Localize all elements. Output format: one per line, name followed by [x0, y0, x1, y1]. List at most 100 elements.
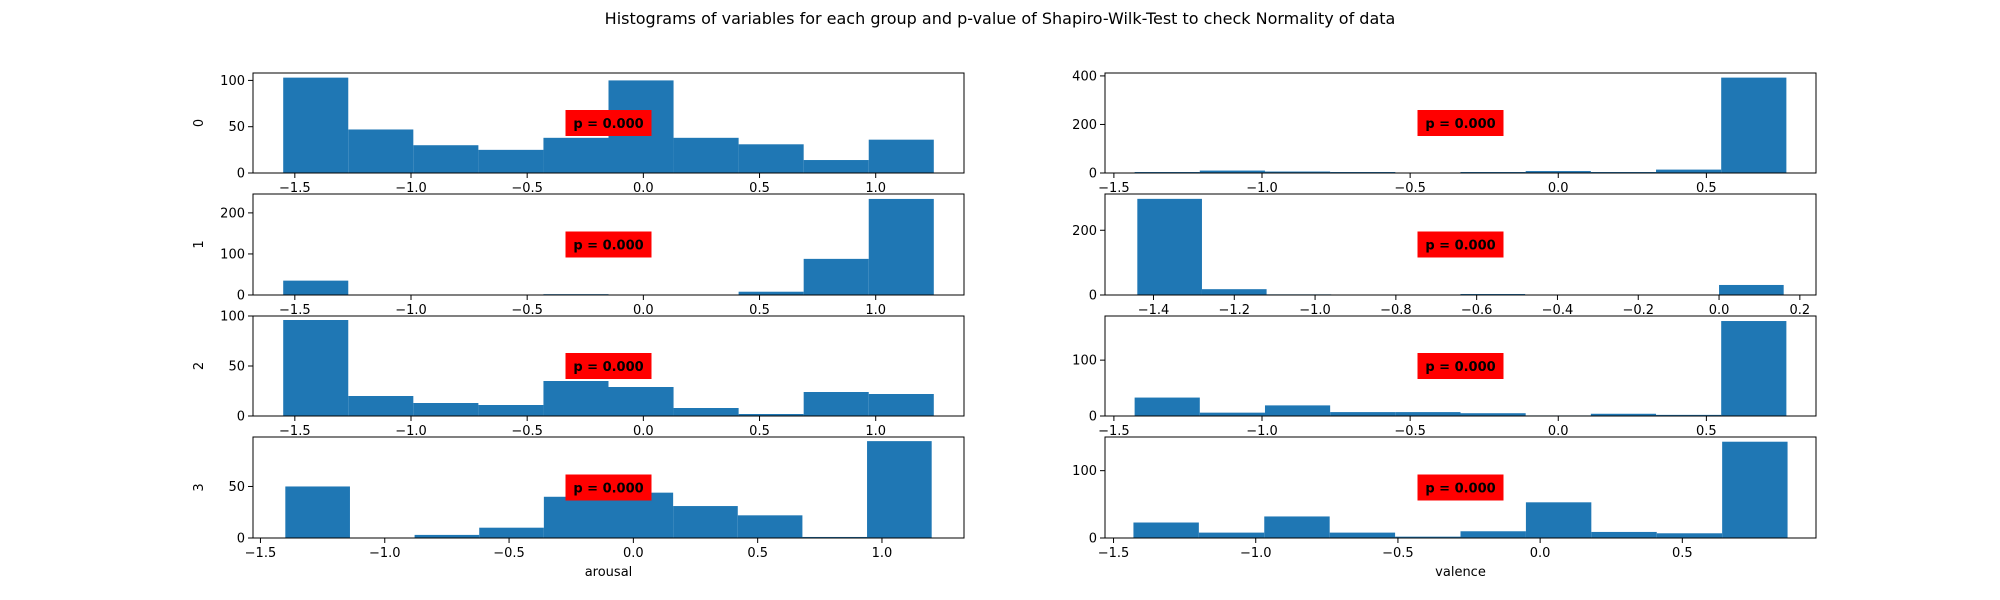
- histogram-bar: [867, 441, 932, 538]
- histogram-bar: [543, 137, 609, 173]
- histogram-bar: [738, 414, 804, 416]
- y-tick-label: 50: [228, 120, 245, 135]
- histogram-bar: [1199, 412, 1265, 416]
- histogram-bar: [803, 392, 869, 416]
- y-tick-label: 400: [1072, 69, 1097, 84]
- x-tick-label: −0.5: [1382, 546, 1414, 561]
- x-tick-label: −0.8: [1380, 303, 1412, 318]
- subplot-0-1: −1.5 −1.0 −0.5 0.0 0.5 0 200 400 p = 0.000: [1072, 69, 1817, 196]
- histogram-bar: [1525, 502, 1592, 538]
- histogram-bar: [1590, 413, 1657, 416]
- x-tick-label: −1.0: [395, 303, 427, 318]
- p-value-label: p = 0.000: [1425, 482, 1495, 497]
- x-tick-label: 0.0: [633, 303, 654, 318]
- subplot-1-0: −1.5 −1.0 −0.5 0.0 0.5 1.0 0 100 200 1 p = 0.000: [192, 193, 965, 318]
- subplot-2-1: −1.5 −1.0 −0.5 0.0 0.5 0 100 p = 0.000: [1072, 315, 1817, 439]
- axes-frame: [1104, 72, 1817, 174]
- histogram-bar: [1201, 289, 1267, 295]
- y-tick-label: 100: [220, 247, 245, 262]
- histogram-bar: [1395, 536, 1461, 538]
- x-tick-label: −1.0: [1246, 424, 1278, 439]
- x-axis-label: valence: [1435, 565, 1486, 580]
- y-tick-label: 0: [1089, 410, 1097, 425]
- histogram-bar: [1460, 531, 1526, 538]
- x-axis-label: arousal: [585, 565, 633, 580]
- p-value-box: [1417, 353, 1504, 379]
- histogram-bar: [1199, 170, 1265, 173]
- histogram-bar: [1722, 441, 1788, 538]
- p-value-box: [565, 474, 652, 501]
- x-tick-label: −0.2: [1622, 303, 1654, 318]
- histogram-bar: [1198, 532, 1265, 538]
- histogram-bar: [1264, 516, 1330, 538]
- p-value-label: p = 0.000: [1425, 239, 1495, 254]
- histogram-bar: [543, 381, 609, 416]
- histogram-bar: [348, 129, 414, 173]
- x-tick-label: 0.0: [1548, 424, 1569, 439]
- axes-frame: [252, 436, 965, 539]
- y-axis-label: 1: [192, 240, 207, 248]
- histogram-bar: [1591, 531, 1657, 538]
- x-tick-label: −1.5: [279, 424, 311, 439]
- y-tick-label: 100: [220, 74, 245, 89]
- x-tick-label: −0.5: [511, 424, 543, 439]
- p-value-label: p = 0.000: [1425, 117, 1495, 132]
- x-tick-label: 0.0: [633, 181, 654, 196]
- x-tick-label: 0.0: [633, 424, 654, 439]
- subplot-1-1: −1.4 −1.2 −1.0 −0.8 −0.6 −0.4 −0.2 0.0 0.2 0 200 p …: [1072, 193, 1817, 318]
- subplot-3-1: −1.5 −1.0 −0.5 0.0 0.5 0 100 valence p = 0.000: [1072, 436, 1817, 580]
- x-tick-label: −0.5: [1394, 424, 1426, 439]
- y-tick-label: 100: [1072, 464, 1097, 479]
- histogram-bar: [283, 320, 349, 416]
- x-tick-label: −1.5: [1098, 424, 1130, 439]
- histogram-bar: [673, 137, 739, 173]
- x-tick-label: 1.0: [865, 424, 886, 439]
- p-value-box: [565, 353, 652, 379]
- p-value-label: p = 0.000: [573, 360, 643, 375]
- y-tick-label: 50: [228, 360, 245, 375]
- axes-frame: [1104, 315, 1817, 417]
- histogram-bar: [738, 144, 804, 173]
- histogram-bar: [543, 496, 609, 538]
- histogram-bar: [738, 291, 804, 295]
- histogram-bar: [673, 408, 739, 416]
- x-tick-label: −1.0: [395, 181, 427, 196]
- y-tick-label: 50: [228, 480, 245, 495]
- x-tick-label: −1.5: [279, 303, 311, 318]
- subplot-2-0: −1.5 −1.0 −0.5 0.0 0.5 1.0 0 50 100 2 p = 0.000: [192, 310, 965, 439]
- y-tick-label: 0: [1089, 167, 1097, 182]
- histogram-bar: [1460, 413, 1526, 416]
- y-tick-label: 0: [237, 289, 245, 304]
- histogram-bar: [479, 527, 544, 538]
- y-tick-label: 200: [1072, 224, 1097, 239]
- x-tick-label: −1.4: [1138, 303, 1170, 318]
- y-tick-label: 0: [237, 167, 245, 182]
- x-tick-label: −1.0: [1299, 303, 1331, 318]
- x-tick-label: 0.5: [1696, 181, 1717, 196]
- x-tick-label: 0.0: [1530, 546, 1551, 561]
- p-value-label: p = 0.000: [573, 482, 643, 497]
- histogram-bar: [413, 145, 479, 173]
- x-tick-label: 0.2: [1789, 303, 1810, 318]
- p-value-box: [565, 110, 652, 136]
- y-tick-label: 0: [237, 532, 245, 547]
- x-tick-label: −0.5: [511, 303, 543, 318]
- axes-frame: [252, 72, 965, 174]
- histogram-bar: [1525, 171, 1591, 173]
- x-tick-label: −0.4: [1542, 303, 1574, 318]
- histogram-bar: [1137, 198, 1202, 295]
- x-tick-label: 0.0: [1709, 303, 1730, 318]
- histogram-bar: [414, 534, 480, 538]
- x-tick-label: −1.5: [279, 181, 311, 196]
- x-tick-label: 0.5: [1672, 546, 1693, 561]
- histogram-bar: [802, 536, 868, 538]
- p-value-label: p = 0.000: [573, 117, 643, 132]
- histogram-bar: [1721, 321, 1787, 416]
- histogram-bar: [1719, 284, 1784, 295]
- x-tick-label: 0.5: [749, 303, 770, 318]
- axes-frame: [1104, 193, 1817, 296]
- histogram-bar: [1656, 169, 1722, 173]
- histogram-bar: [1656, 533, 1723, 538]
- histogram-bar: [803, 258, 869, 295]
